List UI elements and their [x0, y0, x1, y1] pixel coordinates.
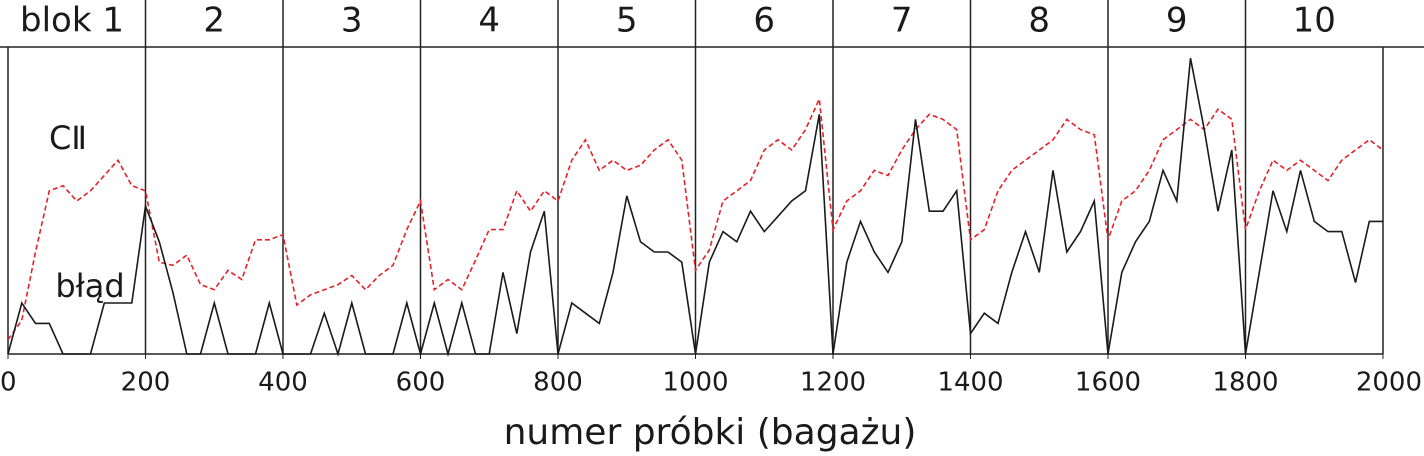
x-tick-label: 1600	[1075, 368, 1141, 398]
block-label: 4	[478, 1, 500, 41]
block-label: 6	[753, 1, 775, 41]
x-tick-label: 400	[258, 368, 308, 398]
block-label: 9	[1166, 1, 1188, 41]
annotation: błąd	[55, 267, 124, 305]
x-tick-label: 200	[121, 368, 171, 398]
block-label: 2	[203, 1, 225, 41]
x-tick-label: 1000	[662, 368, 728, 398]
x-tick-label: 1400	[937, 368, 1003, 398]
annotation: CⅡ	[49, 119, 87, 157]
x-tick-label: 2000	[1356, 368, 1422, 398]
block-label: 5	[616, 1, 638, 41]
x-tick-label: 1800	[1212, 368, 1278, 398]
x-tick-label: 600	[396, 368, 446, 398]
block-label: 7	[891, 1, 913, 41]
block-label: 3	[341, 1, 363, 41]
series-line	[7, 58, 1383, 358]
block-label: 10	[1293, 1, 1336, 41]
x-tick-label: 800	[533, 368, 583, 398]
x-tick-label: 0	[0, 368, 17, 398]
x-tick-label: 1200	[800, 368, 866, 398]
x-axis-label: numer próbki (bagażu)	[504, 412, 917, 453]
series-line	[7, 95, 1384, 341]
block-label: blok 1	[20, 1, 124, 41]
block-label: 8	[1028, 1, 1050, 41]
